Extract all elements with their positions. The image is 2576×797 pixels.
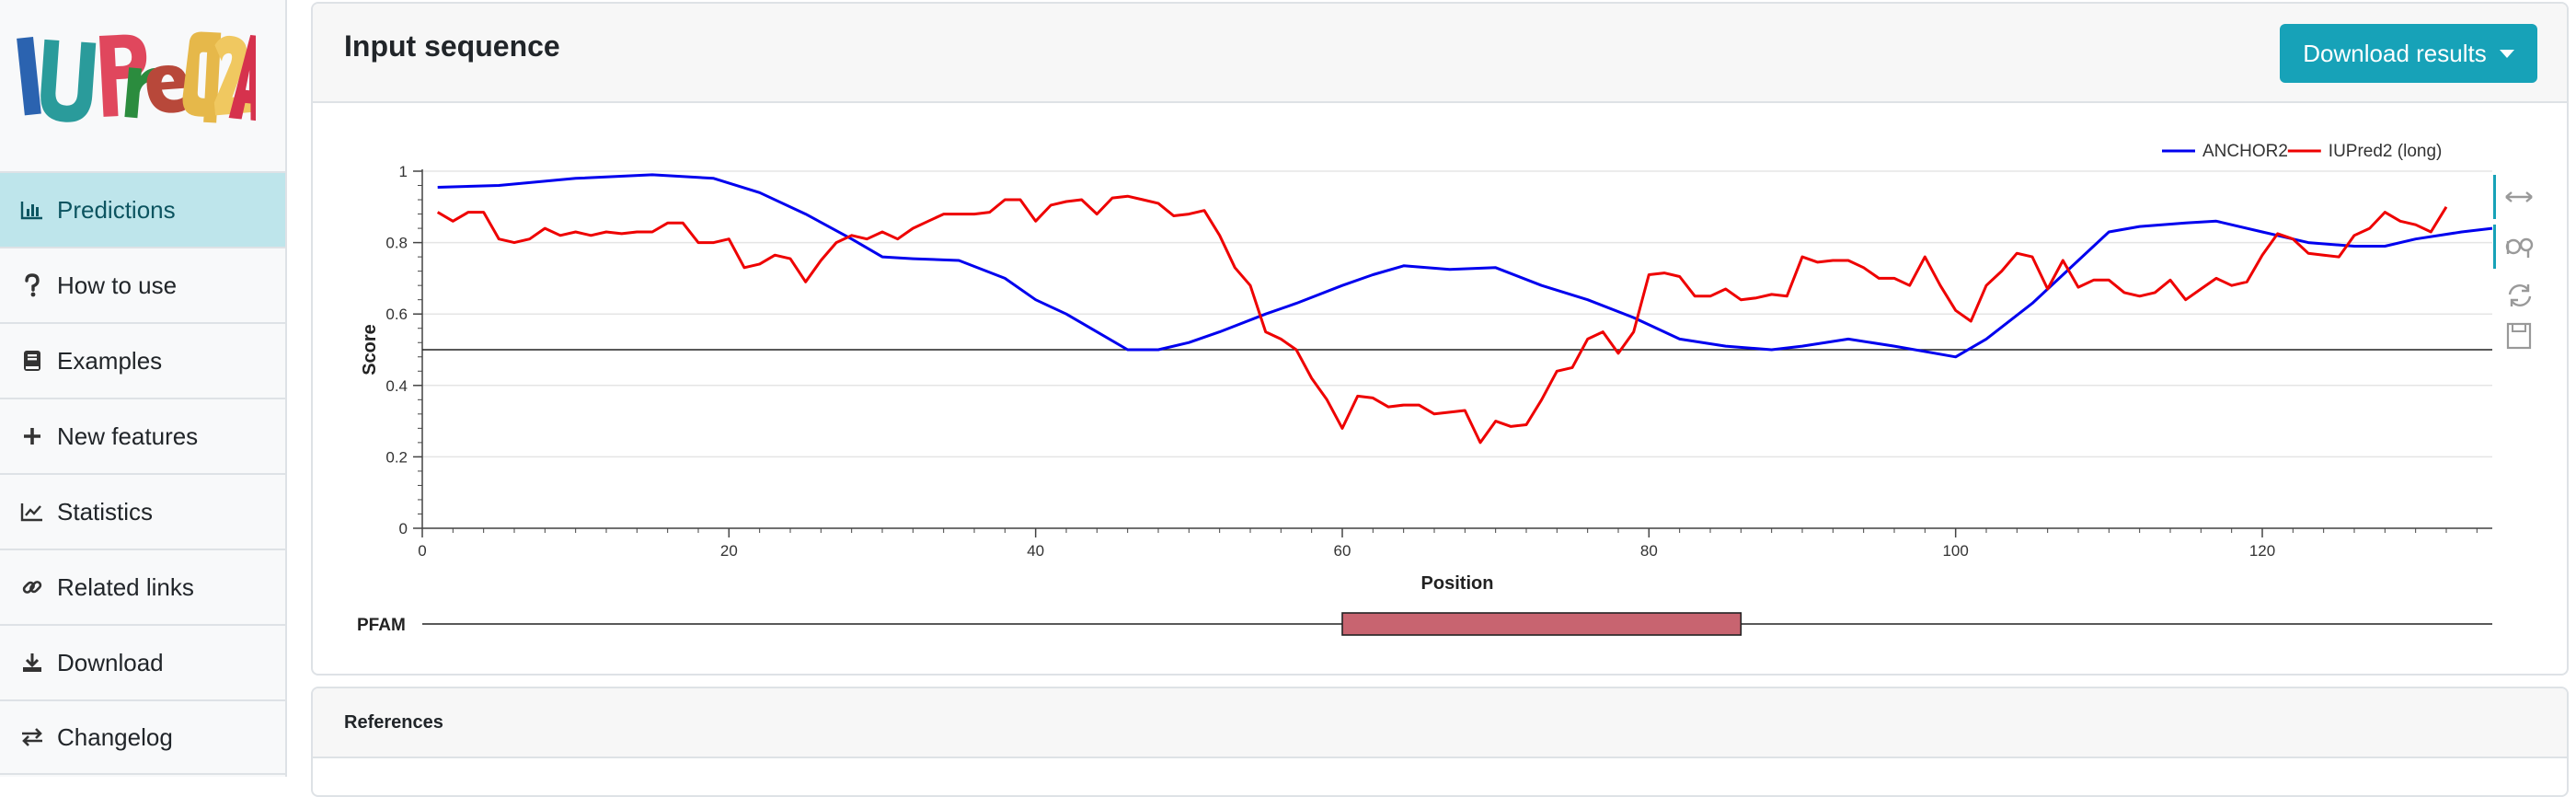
x-tick-label: 80 — [1640, 542, 1658, 560]
caret-down-icon — [2499, 49, 2514, 58]
sidebar-item-changelog[interactable]: Changelog — [0, 699, 285, 775]
sidebar-item-label: Examples — [57, 346, 163, 375]
card-header: Input sequence Download results — [313, 4, 2567, 103]
legend-label: IUPred2 (long) — [2329, 142, 2443, 161]
series-lines — [436, 173, 2493, 445]
plus-icon — [18, 422, 46, 450]
x-tick-label: 60 — [1334, 542, 1351, 560]
x-tick-label: 0 — [418, 542, 426, 560]
legend-label: ANCHOR2 — [2202, 142, 2288, 161]
y-tick-label: 0.8 — [385, 235, 408, 252]
axes: 0 0.2 0.4 0.6 0.8 1 0 20 40 60 80 100 120 Position Sco… — [360, 163, 2492, 594]
x-tick-label: 40 — [1027, 542, 1044, 560]
save-tool-icon[interactable] — [2506, 322, 2532, 350]
page-title: Input sequence — [344, 29, 560, 63]
sidebar-item-label: Related links — [57, 572, 194, 601]
sidebar-item-label: Predictions — [57, 195, 176, 224]
link-icon — [18, 573, 46, 601]
wheel-zoom-tool-icon[interactable] — [2505, 237, 2534, 258]
download-results-label: Download results — [2303, 39, 2487, 67]
line-chart-icon — [18, 498, 46, 526]
sidebar-nav: Predictions How to use Examples New feat… — [0, 171, 285, 775]
series-line-iupred2-long — [436, 194, 2448, 445]
sidebar-item-download[interactable]: Download — [0, 624, 285, 699]
x-tick-label: 20 — [720, 542, 738, 560]
sidebar-item-predictions[interactable]: Predictions — [0, 171, 285, 247]
y-tick-label: 0 — [399, 520, 408, 537]
sidebar-item-how-to-use[interactable]: How to use — [0, 247, 285, 322]
pfam-domain — [1341, 612, 1742, 636]
y-tick-label: 0.6 — [385, 306, 408, 323]
pfam-track: PFAM — [357, 612, 2492, 636]
sidebar-item-label: New features — [57, 422, 199, 450]
download-icon — [18, 649, 46, 676]
sidebar: Predictions How to use Examples New feat… — [0, 0, 287, 777]
input-sequence-card: Input sequence Download results 0 0.2 0.4 0… — [311, 2, 2569, 676]
exchange-icon — [18, 723, 46, 751]
sidebar-item-statistics[interactable]: Statistics — [0, 473, 285, 549]
y-tick-label: 0.4 — [385, 377, 408, 395]
question-icon — [18, 271, 46, 299]
sidebar-item-label: Download — [57, 648, 164, 676]
bar-chart-icon — [18, 196, 46, 224]
sidebar-item-new-features[interactable]: New features — [0, 398, 285, 473]
x-tick-label: 100 — [1942, 542, 1968, 560]
sidebar-item-label: How to use — [57, 271, 178, 299]
references-card: References — [311, 687, 2569, 797]
chart-toolbar — [2493, 175, 2534, 350]
y-tick-label: 0.2 — [385, 448, 408, 466]
pfam-label: PFAM — [357, 616, 406, 635]
pan-tool-icon[interactable] — [2505, 191, 2533, 202]
sidebar-item-label: Changelog — [57, 722, 173, 751]
x-axis-label: Position — [1421, 573, 1494, 594]
prediction-chart: 0 0.2 0.4 0.6 0.8 1 0 20 40 60 80 100 120 Position Sco… — [357, 142, 2534, 636]
x-tick-label: 120 — [2249, 542, 2275, 560]
sidebar-item-related-links[interactable]: Related links — [0, 549, 285, 624]
reset-tool-icon[interactable] — [2508, 284, 2532, 306]
download-results-button[interactable]: Download results — [2280, 24, 2537, 83]
iupred2a-logo[interactable] — [17, 17, 256, 136]
sidebar-item-label: Statistics — [57, 497, 154, 526]
sidebar-item-examples[interactable]: Examples — [0, 322, 285, 398]
series-line-anchor2 — [437, 173, 2493, 359]
y-axis-label: Score — [360, 324, 380, 375]
references-header[interactable]: References — [313, 688, 2567, 758]
y-tick-label: 1 — [399, 163, 408, 180]
book-icon — [18, 347, 46, 375]
legend: ANCHOR2 IUPred2 (long) — [2162, 142, 2442, 161]
